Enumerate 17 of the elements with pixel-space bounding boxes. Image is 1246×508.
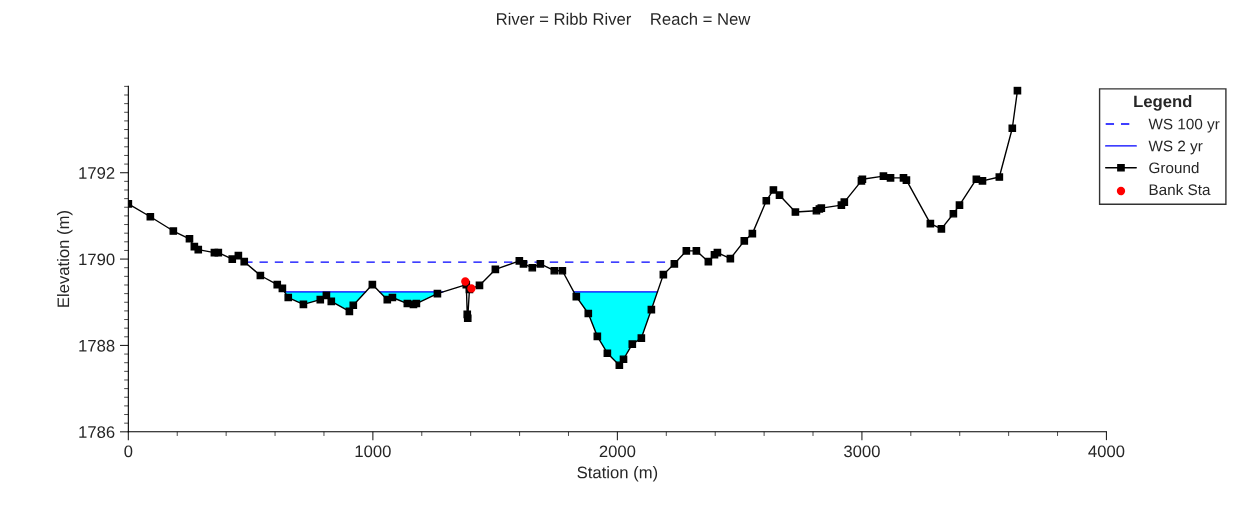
legend-label: WS 100 yr (1148, 118, 1220, 133)
x-tick-label: 2000 (599, 445, 636, 458)
y-tick-label: 1786 (79, 426, 115, 438)
y-tick-label: 1792 (79, 167, 115, 179)
y-axis-title: Elevation (m) (56, 211, 73, 307)
x-tick-label: 3000 (844, 445, 880, 458)
legend-label: Bank Sta (1149, 183, 1211, 196)
chart-title: River = Ribb River Reach = New (497, 12, 751, 25)
x-axis-title: Station (m) (577, 466, 658, 482)
x-tick-label: 4000 (1088, 445, 1125, 458)
legend-title: Legend (1134, 95, 1192, 111)
x-tick-label: 1000 (355, 445, 391, 458)
legend-label: WS 2 yr (1148, 140, 1203, 155)
legend-label: Ground (1149, 162, 1199, 174)
x-tick-label: 0 (124, 445, 133, 458)
y-tick-label: 1790 (79, 253, 115, 266)
y-tick-label: 1788 (79, 339, 115, 352)
